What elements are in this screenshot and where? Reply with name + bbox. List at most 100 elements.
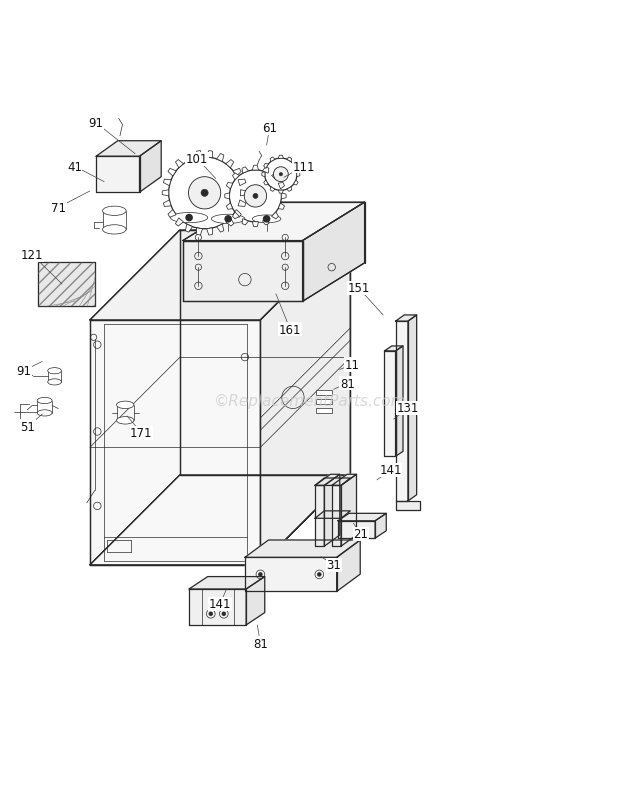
Text: 151: 151	[347, 282, 370, 295]
Text: 161: 161	[279, 323, 301, 336]
Circle shape	[222, 612, 226, 616]
Polygon shape	[183, 203, 365, 241]
Ellipse shape	[170, 213, 208, 224]
Polygon shape	[38, 262, 95, 307]
Polygon shape	[278, 191, 283, 194]
Ellipse shape	[211, 215, 245, 225]
Polygon shape	[38, 262, 95, 307]
Polygon shape	[272, 174, 278, 180]
Polygon shape	[270, 188, 275, 192]
Text: ©ReplacementParts.com: ©ReplacementParts.com	[214, 394, 406, 408]
Polygon shape	[293, 164, 298, 169]
Text: 61: 61	[262, 122, 277, 135]
Polygon shape	[246, 577, 265, 626]
Polygon shape	[185, 225, 193, 233]
Polygon shape	[270, 158, 275, 163]
Circle shape	[317, 573, 321, 577]
Polygon shape	[315, 486, 324, 546]
Polygon shape	[272, 213, 278, 220]
Polygon shape	[232, 174, 239, 180]
Circle shape	[279, 173, 283, 176]
Polygon shape	[252, 166, 259, 171]
Polygon shape	[384, 346, 403, 351]
Ellipse shape	[37, 398, 52, 404]
Polygon shape	[286, 158, 291, 163]
Polygon shape	[162, 191, 169, 196]
Ellipse shape	[117, 417, 134, 424]
Polygon shape	[341, 475, 356, 546]
Bar	[316, 399, 332, 404]
Polygon shape	[408, 315, 417, 501]
Polygon shape	[396, 501, 420, 511]
Text: 111: 111	[293, 160, 315, 173]
Polygon shape	[293, 180, 298, 186]
Polygon shape	[315, 479, 350, 486]
Polygon shape	[242, 168, 249, 174]
Polygon shape	[168, 210, 176, 218]
Polygon shape	[233, 169, 241, 176]
Polygon shape	[264, 180, 268, 186]
Polygon shape	[226, 219, 234, 227]
Polygon shape	[164, 180, 171, 186]
Polygon shape	[175, 160, 184, 168]
Ellipse shape	[252, 216, 281, 224]
Circle shape	[273, 168, 288, 182]
Polygon shape	[225, 193, 229, 200]
Polygon shape	[332, 475, 356, 486]
Circle shape	[225, 217, 231, 223]
Polygon shape	[232, 213, 239, 220]
Bar	[316, 391, 332, 395]
Polygon shape	[189, 589, 246, 626]
Polygon shape	[90, 476, 350, 565]
Circle shape	[264, 217, 270, 223]
Ellipse shape	[117, 402, 134, 409]
Polygon shape	[332, 486, 341, 546]
Polygon shape	[238, 180, 246, 186]
Text: 131: 131	[397, 402, 419, 415]
Polygon shape	[396, 346, 403, 456]
Polygon shape	[281, 193, 286, 200]
Polygon shape	[197, 229, 203, 236]
Text: 41: 41	[67, 160, 82, 173]
Polygon shape	[90, 321, 260, 565]
Polygon shape	[262, 172, 265, 177]
Bar	[38, 262, 95, 307]
Polygon shape	[303, 203, 365, 302]
Polygon shape	[197, 152, 203, 159]
Polygon shape	[384, 351, 396, 456]
Polygon shape	[338, 514, 386, 521]
Circle shape	[259, 573, 262, 577]
Polygon shape	[96, 141, 161, 157]
Polygon shape	[226, 160, 234, 168]
Polygon shape	[241, 191, 247, 196]
Text: 21: 21	[353, 528, 368, 541]
Polygon shape	[264, 164, 268, 169]
Polygon shape	[226, 184, 232, 189]
Polygon shape	[189, 577, 265, 589]
Circle shape	[244, 185, 267, 208]
Text: 141: 141	[379, 464, 402, 477]
Polygon shape	[278, 184, 285, 189]
Polygon shape	[226, 204, 232, 210]
Polygon shape	[206, 152, 213, 159]
Polygon shape	[324, 475, 340, 546]
Circle shape	[201, 190, 208, 197]
Ellipse shape	[37, 411, 52, 416]
Circle shape	[229, 171, 281, 223]
Bar	[38, 262, 95, 307]
Polygon shape	[242, 219, 249, 225]
Polygon shape	[164, 200, 171, 207]
Circle shape	[169, 158, 241, 229]
Text: 81: 81	[253, 638, 268, 650]
Polygon shape	[396, 322, 408, 501]
Polygon shape	[175, 219, 184, 227]
Polygon shape	[315, 475, 340, 486]
Polygon shape	[315, 511, 350, 519]
Polygon shape	[216, 225, 224, 233]
Text: 11: 11	[345, 358, 360, 371]
Text: 71: 71	[51, 201, 66, 214]
Polygon shape	[262, 219, 269, 225]
Text: 91: 91	[89, 117, 104, 130]
Polygon shape	[338, 521, 375, 538]
Text: 31: 31	[326, 559, 341, 572]
